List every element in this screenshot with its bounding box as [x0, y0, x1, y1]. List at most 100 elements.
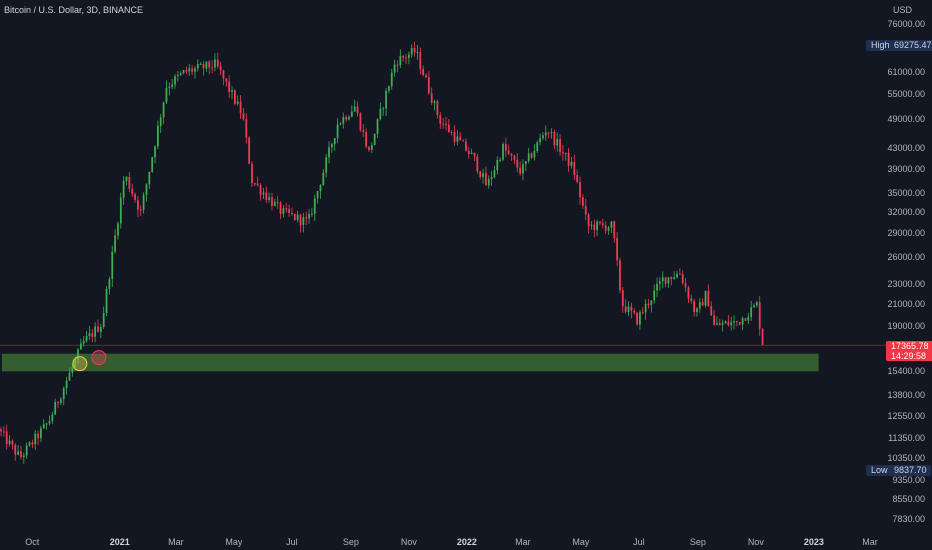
candle-body [276, 201, 279, 203]
candle-body [134, 194, 136, 201]
candle-body [519, 167, 522, 174]
candle-body [271, 197, 273, 207]
candle-body [724, 321, 727, 324]
candle-body [513, 155, 516, 160]
candle-body [405, 57, 407, 59]
time-axis-tick-label: Nov [400, 537, 417, 547]
price-axis-tick-label: 8550.00 [892, 494, 925, 505]
candle-body [293, 213, 296, 220]
candle-body [479, 171, 482, 177]
candle-body [656, 283, 658, 291]
candle-body [236, 101, 239, 104]
candle-body [145, 184, 148, 195]
candle-body [698, 302, 701, 309]
candle-body [738, 322, 741, 325]
candle-body [37, 433, 39, 439]
candle-body [496, 159, 499, 171]
candle-body [567, 152, 570, 166]
price-axis-tick-label: 9350.00 [892, 474, 925, 485]
candle-body [222, 70, 225, 79]
candle-body [259, 185, 262, 195]
last-price-tag: 17365.78 14:29:58 [886, 341, 932, 361]
candle-body [388, 86, 390, 91]
candle-body [573, 161, 576, 176]
candle-body [350, 111, 353, 117]
candle-body [624, 306, 627, 313]
time-axis-tick-label: Nov [747, 537, 764, 547]
candle-body [442, 123, 444, 125]
candle-body [476, 156, 479, 172]
candle-body [553, 132, 556, 146]
price-axis-tick-label: 12550.00 [887, 410, 925, 421]
candle-body [465, 141, 467, 151]
candle-body [661, 277, 664, 282]
candle-body [105, 289, 108, 313]
candle-body [114, 235, 116, 252]
candle-body [296, 214, 299, 220]
candle-body [211, 67, 213, 69]
candle-body [430, 93, 433, 103]
price-axis-tick-label: 26000.00 [887, 252, 925, 263]
candle-body [228, 81, 231, 92]
candle-body [408, 54, 410, 58]
high-badge-label: High [866, 40, 895, 51]
candle-body [621, 290, 624, 307]
candle-body [216, 59, 219, 67]
candle-body [467, 150, 470, 155]
candle-body [156, 125, 159, 147]
candle-body [385, 90, 387, 109]
candle-body [85, 336, 88, 341]
candle-body [447, 124, 450, 133]
candle-body [68, 372, 71, 381]
candle-body [162, 102, 165, 118]
candle-body [219, 66, 222, 71]
candle-body [562, 152, 564, 154]
candle-body [202, 63, 205, 69]
low-badge-label: Low [866, 465, 893, 476]
candle-body [536, 142, 539, 151]
candle-body [370, 145, 373, 150]
candle-body [268, 197, 271, 200]
candle-body [684, 283, 687, 288]
candle-body [390, 72, 393, 87]
candle-body [559, 139, 561, 153]
candle-body [419, 52, 422, 69]
candle-body [34, 433, 37, 445]
candle-body [122, 180, 125, 198]
candle-body [2, 431, 5, 433]
candle-body [587, 214, 590, 226]
candle-body [542, 135, 544, 139]
candle-body [231, 90, 233, 92]
candle-body [54, 401, 57, 415]
candle-body [159, 117, 162, 126]
candle-body [524, 161, 527, 165]
candle-body [527, 153, 530, 162]
candle-body [25, 445, 28, 456]
candle-body [94, 326, 97, 337]
support-zone [1, 353, 819, 372]
candle-body [670, 277, 673, 280]
candle-body [353, 106, 356, 112]
candle-body [253, 183, 256, 185]
price-axis-tick-label: 11350.00 [888, 432, 925, 443]
candle-body [302, 217, 305, 225]
candle-body [681, 273, 684, 284]
candle-body [425, 75, 427, 78]
candle-body [17, 451, 19, 455]
time-axis-tick-label: Jul [286, 537, 298, 547]
candle-body [308, 214, 310, 219]
candle-body [522, 164, 524, 174]
candle-body [755, 302, 758, 306]
candle-body [704, 291, 707, 306]
candle-body [507, 150, 510, 154]
candle-body [639, 312, 641, 325]
candle-body [636, 312, 638, 325]
candle-body [365, 132, 367, 147]
candle-body [599, 221, 601, 224]
candle-body [596, 221, 599, 231]
candle-body [436, 101, 439, 116]
candle-body [328, 147, 330, 158]
low-badge-value: 9837.70 [890, 465, 931, 476]
candle-body [65, 380, 68, 389]
